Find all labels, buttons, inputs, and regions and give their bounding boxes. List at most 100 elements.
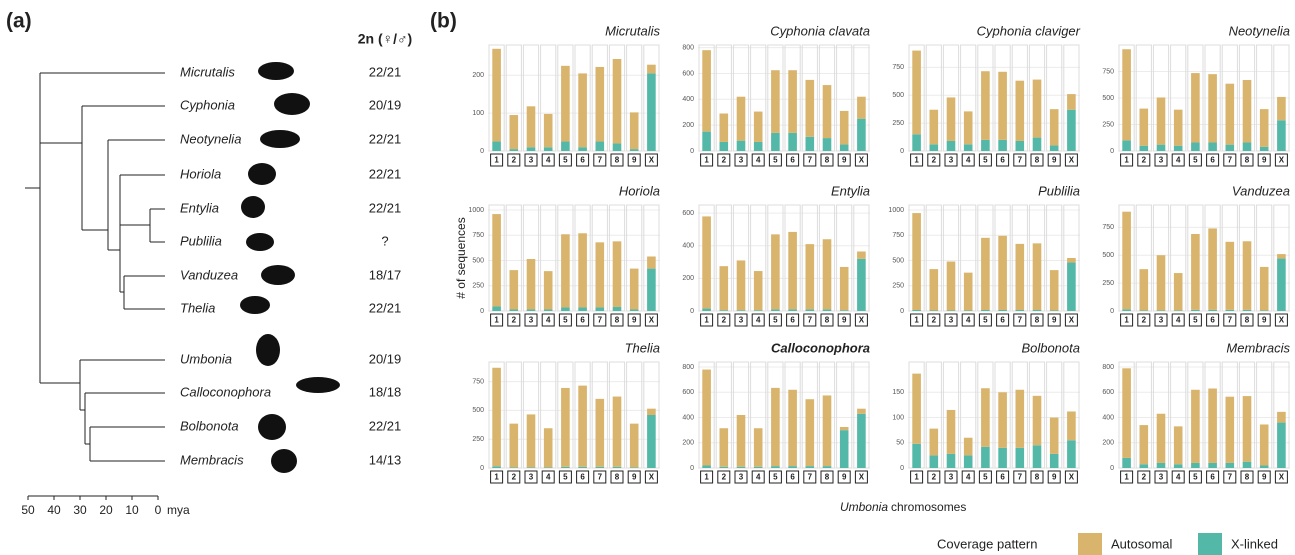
x-tick-label: 2 — [512, 473, 517, 482]
tree-branches — [25, 72, 165, 462]
bar-segment — [1015, 309, 1025, 311]
bar-segment — [1225, 396, 1235, 463]
taxon-label: Calloconophora — [180, 384, 271, 399]
bar-segment — [1191, 234, 1200, 310]
x-tick-label: X — [1069, 316, 1075, 325]
x-tick-label: 1 — [914, 156, 919, 165]
category-box — [944, 470, 958, 484]
bar-segment — [1208, 309, 1217, 311]
bar-segment — [1156, 310, 1166, 311]
bar-segment — [509, 115, 519, 150]
category-box — [1154, 470, 1168, 484]
category-box — [927, 470, 941, 484]
y-tick-label: 600 — [682, 389, 694, 396]
bar-segment — [1122, 309, 1131, 311]
category-box — [610, 313, 624, 327]
y-tick-label: 750 — [472, 378, 484, 385]
category-box — [837, 153, 851, 167]
bar-segment — [1139, 108, 1149, 146]
bar-segment — [612, 143, 622, 151]
legend-label: Autosomal — [1111, 536, 1173, 551]
taxon-label: Micrutalis — [180, 64, 235, 79]
x-tick-label: 2 — [1142, 156, 1147, 165]
x-tick-label: 3 — [529, 316, 534, 325]
category-box — [507, 153, 521, 167]
bar-segment — [1067, 411, 1076, 441]
x-tick-label: 4 — [546, 156, 551, 165]
bar-segment — [857, 251, 866, 259]
bar-segment — [1015, 80, 1025, 141]
x-tick-label: 9 — [1262, 316, 1267, 325]
category-box — [1064, 470, 1078, 484]
bar-segment — [1208, 228, 1217, 310]
category-box — [978, 153, 992, 167]
bar-segment — [1277, 258, 1286, 311]
bar-segment — [736, 310, 746, 311]
bar-segment — [647, 256, 656, 269]
bar-segment — [1191, 389, 1200, 463]
x-tick-label: 9 — [842, 316, 847, 325]
bar-segment — [1122, 457, 1131, 468]
bar-segment — [981, 237, 990, 310]
bar-segment — [1242, 79, 1252, 143]
bar-segment — [963, 272, 973, 311]
x-tick-label: 7 — [1228, 473, 1233, 482]
bar-segment — [1173, 145, 1183, 151]
bar-segment — [561, 141, 570, 151]
category-box — [1137, 313, 1151, 327]
taxon-label: Cyphonia — [180, 97, 235, 112]
bar-segment — [805, 309, 815, 311]
y-tick-label: 750 — [1102, 68, 1114, 75]
bar-segment — [929, 144, 939, 151]
y-tick-label: 750 — [472, 232, 484, 239]
bar-segment — [1242, 396, 1252, 462]
bar-segment — [857, 408, 866, 414]
x-tick-label: X — [1069, 156, 1075, 165]
bar-segment — [1067, 258, 1076, 263]
category-box — [1030, 470, 1044, 484]
x-tick-label: 2 — [722, 473, 727, 482]
bar-segment — [929, 428, 939, 456]
y-tick-label: 800 — [682, 44, 694, 51]
category-box — [1120, 153, 1134, 167]
bar-segment — [998, 447, 1007, 468]
x-tick-label: 9 — [1262, 156, 1267, 165]
chart-title: Entylia — [831, 183, 870, 198]
category-box — [854, 470, 868, 484]
x-tick-label: X — [859, 473, 865, 482]
bar-segment — [1173, 464, 1183, 468]
bar-segment — [629, 149, 639, 151]
bar-segment — [788, 132, 797, 151]
x-tick-label: 4 — [966, 156, 971, 165]
insect-silhouette — [248, 163, 276, 185]
bar-segment — [1173, 426, 1183, 465]
x-tick-label: 5 — [773, 156, 778, 165]
x-tick-label: 7 — [808, 316, 813, 325]
x-tick-label: 4 — [966, 316, 971, 325]
category-box — [820, 470, 834, 484]
bar-segment — [509, 423, 519, 468]
bar-segment — [1225, 462, 1235, 468]
x-tick-label: 3 — [949, 156, 954, 165]
x-tick-label: 6 — [580, 156, 585, 165]
bar-segment — [647, 408, 656, 415]
bar-segment — [929, 455, 939, 468]
x-tick-label: 8 — [615, 473, 620, 482]
insect-silhouette — [296, 377, 340, 393]
chromosome-number: 22/21 — [369, 418, 402, 433]
category-box — [786, 153, 800, 167]
bar-segment — [1139, 425, 1149, 465]
category-box — [734, 153, 748, 167]
x-tick-label: 3 — [1159, 473, 1164, 482]
bar-segment — [719, 141, 729, 151]
bar-segment — [1225, 83, 1235, 145]
bar-segment — [578, 73, 587, 148]
category-box — [1120, 313, 1134, 327]
bar-segment — [543, 467, 553, 468]
bar-segment — [857, 258, 866, 311]
category-box — [576, 153, 590, 167]
bar-segment — [981, 71, 990, 140]
bar-segment — [839, 310, 849, 311]
y-tick-label: 100 — [892, 414, 904, 421]
bar-segment — [771, 387, 780, 467]
